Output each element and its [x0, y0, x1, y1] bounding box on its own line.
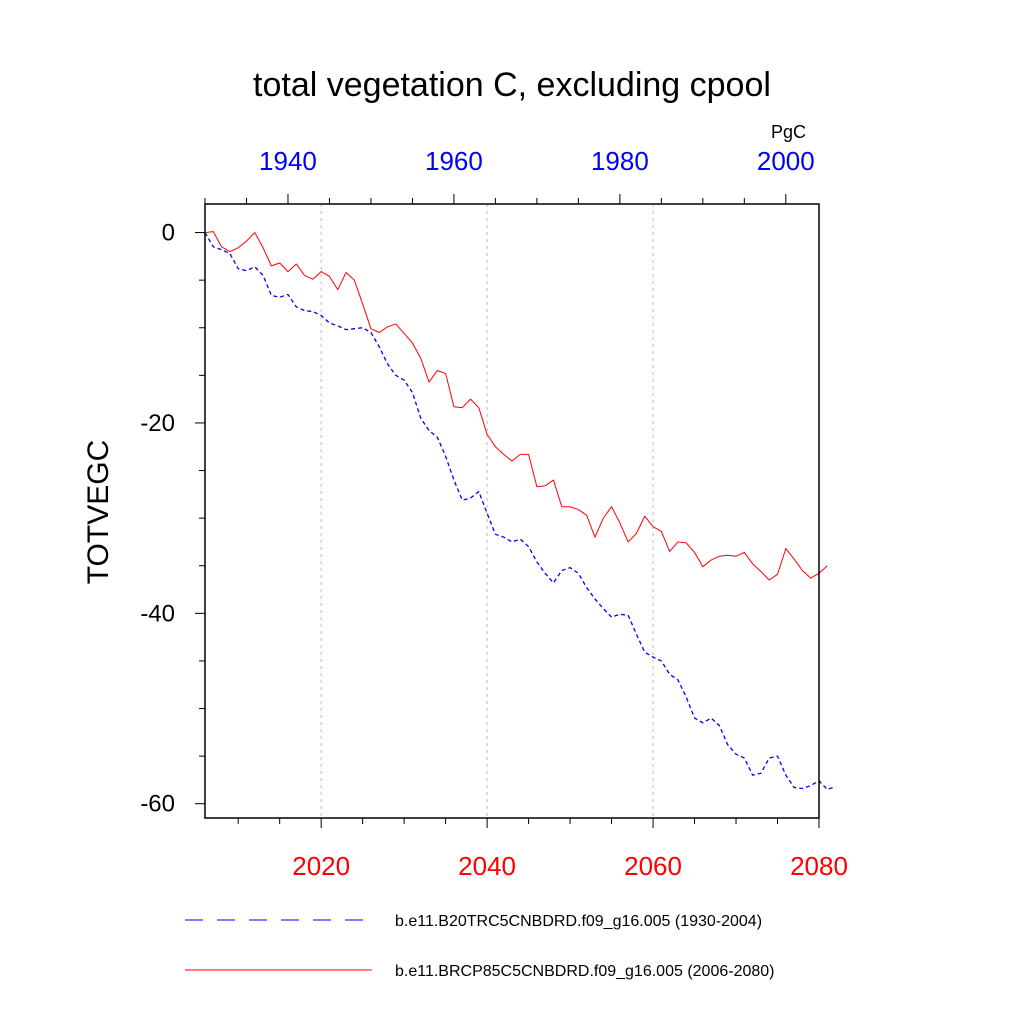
y-tick-label: 0 — [162, 220, 175, 247]
plot-frame — [204, 203, 820, 819]
bottom-tick-label: 2060 — [624, 851, 682, 881]
chart-title: total vegetation C, excluding cpool — [253, 66, 771, 104]
top-tick-label: 2000 — [757, 146, 815, 176]
y-tick-label: -40 — [140, 600, 175, 627]
series-line-historical — [204, 232, 836, 791]
y-tick-label: -20 — [140, 410, 175, 437]
y-tick-label: -60 — [140, 791, 175, 818]
units-label: PgC — [771, 122, 806, 142]
bottom-tick-label: 2040 — [458, 851, 516, 881]
bottom-tick-label: 2020 — [292, 851, 350, 881]
series-line-rcp85 — [204, 231, 828, 581]
legend-label: b.e11.B20TRC5CNBDRD.f09_g16.005 (1930-20… — [395, 913, 762, 930]
top-tick-label: 1960 — [425, 146, 483, 176]
top-tick-label: 1980 — [591, 146, 649, 176]
y-axis-label: TOTVEGC — [82, 440, 115, 584]
legend-label: b.e11.BRCP85C5CNBDRD.f09_g16.005 (2006-2… — [395, 963, 774, 980]
top-tick-label: 1940 — [259, 146, 317, 176]
bottom-tick-label: 2080 — [790, 851, 848, 881]
